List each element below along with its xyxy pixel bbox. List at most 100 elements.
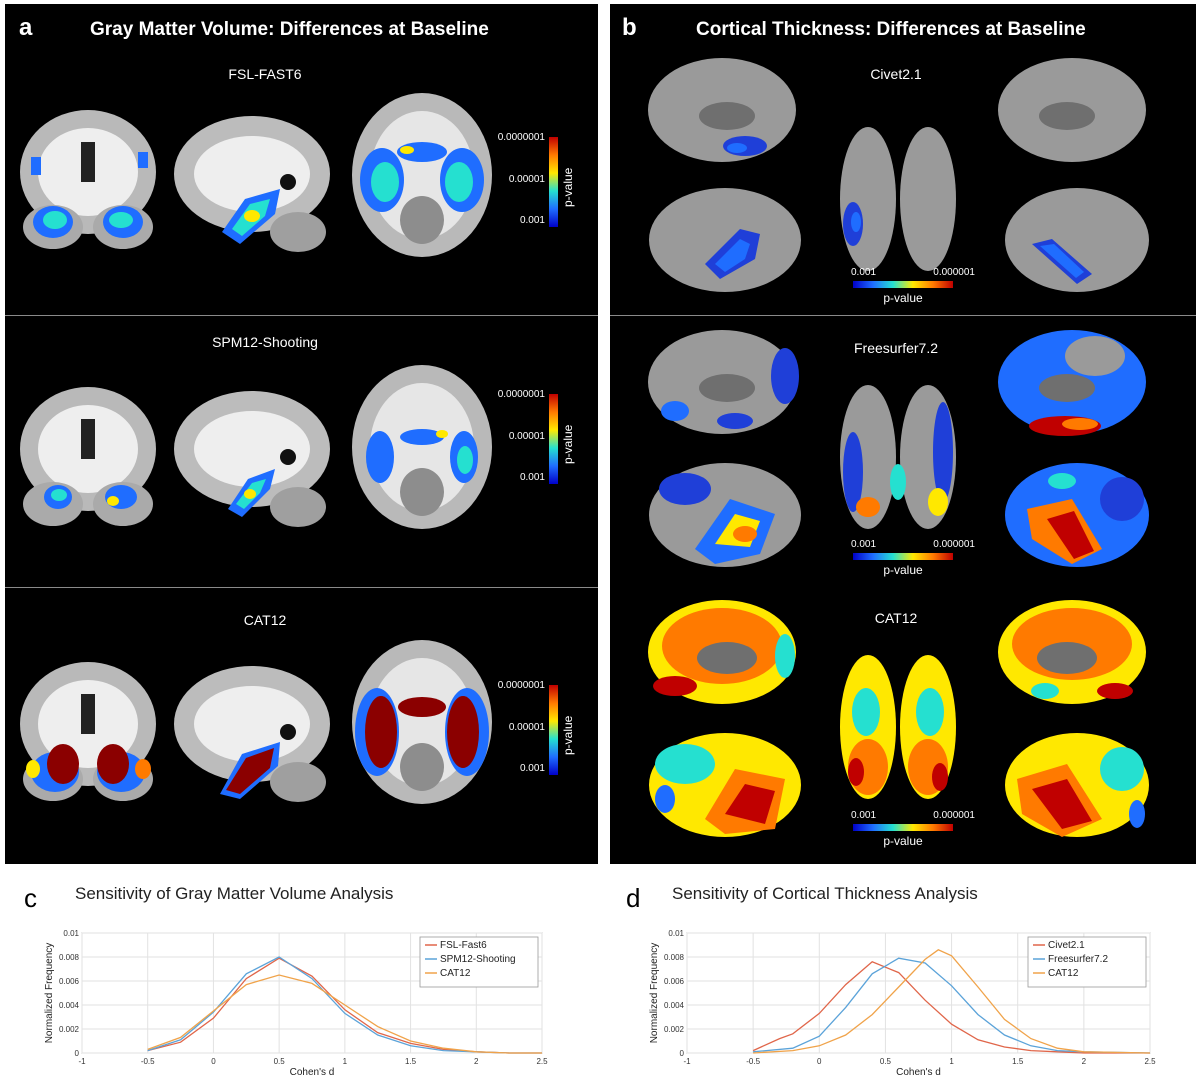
y-axis-label: Normalized Frequency — [649, 943, 660, 1044]
sagittal-slice-cat12 — [174, 666, 330, 802]
colorbar-tick-max: 0.0000001 — [497, 680, 545, 691]
y-tick-label: 0.01 — [668, 929, 684, 938]
y-tick-label: 0.01 — [63, 929, 79, 938]
x-tick-label: -0.5 — [746, 1057, 760, 1066]
lateral-surface-right-freesurfer — [1005, 463, 1149, 567]
coronal-slice-cat12 — [20, 662, 156, 801]
x-tick-label: 2.5 — [536, 1057, 548, 1066]
colorbar-high-label: 0.000001 — [933, 267, 975, 278]
sagittal-slice-fsl — [174, 116, 330, 252]
panel-d-label: d — [626, 883, 641, 913]
panel-b: b Cortical Thickness: Differences at Bas… — [610, 4, 1196, 864]
panel-a: a Gray Matter Volume: Differences at Bas… — [5, 4, 598, 864]
axial-slice-cat12 — [352, 640, 492, 804]
y-tick-label: 0.002 — [59, 1025, 80, 1034]
x-axis-label: Cohen's d — [290, 1067, 335, 1078]
row-label-civet: Civet2.1 — [870, 66, 922, 82]
legend-entry: Civet2.1 — [1048, 940, 1085, 951]
x-tick-label: -0.5 — [141, 1057, 155, 1066]
x-tick-label: 1 — [343, 1057, 348, 1066]
y-tick-label: 0.004 — [664, 1001, 685, 1010]
y-tick-label: 0.006 — [664, 977, 685, 986]
series-line-civet2-1 — [752, 961, 1150, 1054]
row-separator — [5, 587, 598, 588]
colorbar-gradient — [549, 394, 558, 484]
legend-box — [419, 936, 539, 988]
x-tick-label: 2.5 — [1144, 1057, 1156, 1066]
row-label-spm: SPM12-Shooting — [212, 334, 318, 350]
medial-surface-right-freesurfer — [998, 330, 1146, 436]
lateral-surface-left-civet — [649, 188, 801, 292]
x-tick-label: 2 — [474, 1057, 479, 1066]
row-separator — [610, 315, 1196, 316]
colorbar-label: p-value — [561, 167, 575, 207]
x-tick-label: 0 — [817, 1057, 822, 1066]
panel-b-title: Cortical Thickness: Differences at Basel… — [696, 19, 1086, 40]
legend-entry: Freesurfer7.2 — [1048, 954, 1108, 965]
row-separator — [5, 315, 598, 316]
lateral-surface-right-civet — [1005, 188, 1149, 292]
panel-d-title: Sensitivity of Cortical Thickness Analys… — [672, 884, 978, 903]
row-label-cat12-vbm: CAT12 — [243, 612, 287, 628]
y-axis-label: Normalized Frequency — [44, 943, 55, 1044]
superior-view-freesurfer — [840, 385, 956, 529]
panel-c-title: Sensitivity of Gray Matter Volume Analys… — [75, 884, 394, 903]
medial-surface-left-freesurfer — [648, 330, 799, 434]
colorbar-label: p-value — [883, 563, 923, 577]
x-tick-label: 2 — [1082, 1057, 1087, 1066]
panel-b-label: b — [622, 14, 637, 41]
x-tick-label: 1.5 — [405, 1057, 417, 1066]
chart-gray-matter-sensitivity: -1 -0.5 0 0.5 1 1.5 2 2.5 0 0.002 0.004 0.006 0.008 0… — [44, 929, 548, 1078]
legend-entry: FSL-Fast6 — [440, 940, 487, 951]
colorbar-label: p-value — [883, 834, 923, 848]
legend-entry: CAT12 — [1048, 968, 1079, 979]
colorbar-high-label: 0.000001 — [933, 810, 975, 821]
x-axis-label: Cohen's d — [896, 1067, 941, 1078]
colorbar-high-label: 0.000001 — [933, 539, 975, 550]
medial-surface-right-cat12 — [998, 600, 1146, 704]
axial-slice-spm — [352, 365, 492, 529]
colorbar-gradient — [549, 137, 558, 227]
y-tick-label: 0.002 — [664, 1025, 685, 1034]
colorbar-tick-mid: 0.00001 — [508, 722, 545, 733]
y-tick-label: 0.008 — [664, 953, 685, 962]
colorbar-label: p-value — [883, 291, 923, 305]
colorbar-low-label: 0.001 — [851, 267, 877, 278]
medial-surface-left-cat12 — [648, 600, 796, 704]
medial-surface-left-civet — [648, 58, 796, 162]
coronal-slice-fsl — [20, 110, 156, 249]
colorbar-tick-mid: 0.00001 — [508, 431, 545, 442]
x-tick-label: 1.5 — [1012, 1057, 1024, 1066]
colorbar-tick-min: 0.001 — [519, 763, 545, 774]
y-tick-label: 0.008 — [59, 953, 80, 962]
colorbar-label: p-value — [561, 715, 575, 755]
colorbar-tick-mid: 0.00001 — [508, 174, 545, 185]
lateral-surface-right-cat12 — [1005, 733, 1149, 837]
panel-c-label: c — [24, 883, 37, 913]
series-line-cat12 — [753, 949, 1151, 1054]
row-label-freesurfer: Freesurfer7.2 — [853, 340, 939, 356]
colorbar-gradient — [853, 824, 953, 831]
superior-view-cat12 — [840, 655, 956, 799]
medial-surface-right-civet — [998, 58, 1146, 162]
x-tick-label: -1 — [78, 1057, 86, 1066]
lateral-surface-left-cat12 — [649, 733, 801, 837]
legend-box — [1027, 936, 1147, 988]
superior-view-civet — [840, 127, 956, 271]
colorbar-tick-max: 0.0000001 — [497, 132, 545, 143]
colorbar-gradient — [853, 281, 953, 288]
x-tick-label: 1 — [949, 1057, 954, 1066]
colorbar-tick-max: 0.0000001 — [497, 389, 545, 400]
series-line-cat12 — [147, 974, 542, 1054]
legend-entry: CAT12 — [440, 968, 471, 979]
colorbar-gradient — [549, 685, 558, 775]
panel-a-label: a — [19, 14, 33, 41]
sagittal-slice-spm — [174, 391, 330, 527]
x-tick-label: 0.5 — [880, 1057, 892, 1066]
x-tick-label: 0 — [211, 1057, 216, 1066]
y-tick-label: 0 — [75, 1049, 80, 1058]
legend-entry: SPM12-Shooting — [440, 954, 516, 965]
colorbar-low-label: 0.001 — [851, 810, 877, 821]
axial-slice-fsl — [352, 93, 492, 257]
lateral-surface-left-freesurfer — [649, 463, 801, 567]
